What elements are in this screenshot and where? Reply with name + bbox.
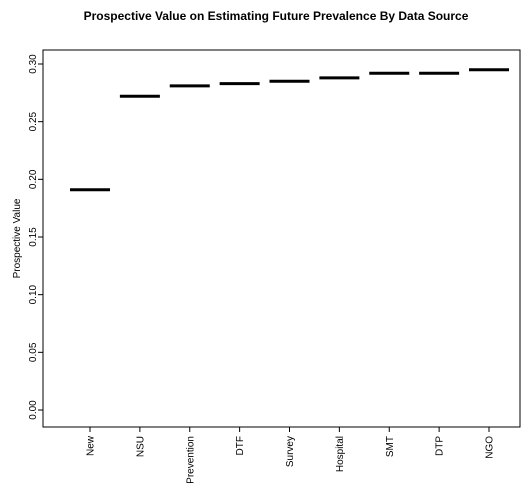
x-tick-label: Survey [285,436,296,467]
x-tick-label: NGO [485,436,496,459]
y-tick-label: 0.15 [28,227,39,247]
plot-frame [42,49,521,428]
y-axis-label: Prospective Value [12,198,23,278]
chart-title: Prospective Value on Estimating Future P… [84,9,469,23]
x-tick-label: DTF [235,436,246,455]
x-tick-label: SMT [385,436,396,457]
y-tick-label: 0.30 [28,54,39,74]
y-tick-label: 0.00 [28,400,39,420]
y-tick-label: 0.05 [28,342,39,362]
y-tick-label: 0.25 [28,111,39,131]
data-marks [70,68,509,192]
x-tick-label: NSU [135,436,146,457]
x-tick-label: DTP [435,436,446,456]
x-tick-label: Prevention [185,436,196,484]
y-axis: 0.00 0.05 0.10 0.15 0.20 0.25 0.30 [28,54,43,420]
y-tick-label: 0.10 [28,284,39,304]
x-tick-label: Hospital [335,436,346,472]
x-axis: New NSU Prevention DTF Survey Hospital SMT DTP N… [86,427,496,484]
x-tick-label: New [86,435,97,456]
y-tick-label: 0.20 [28,169,39,189]
